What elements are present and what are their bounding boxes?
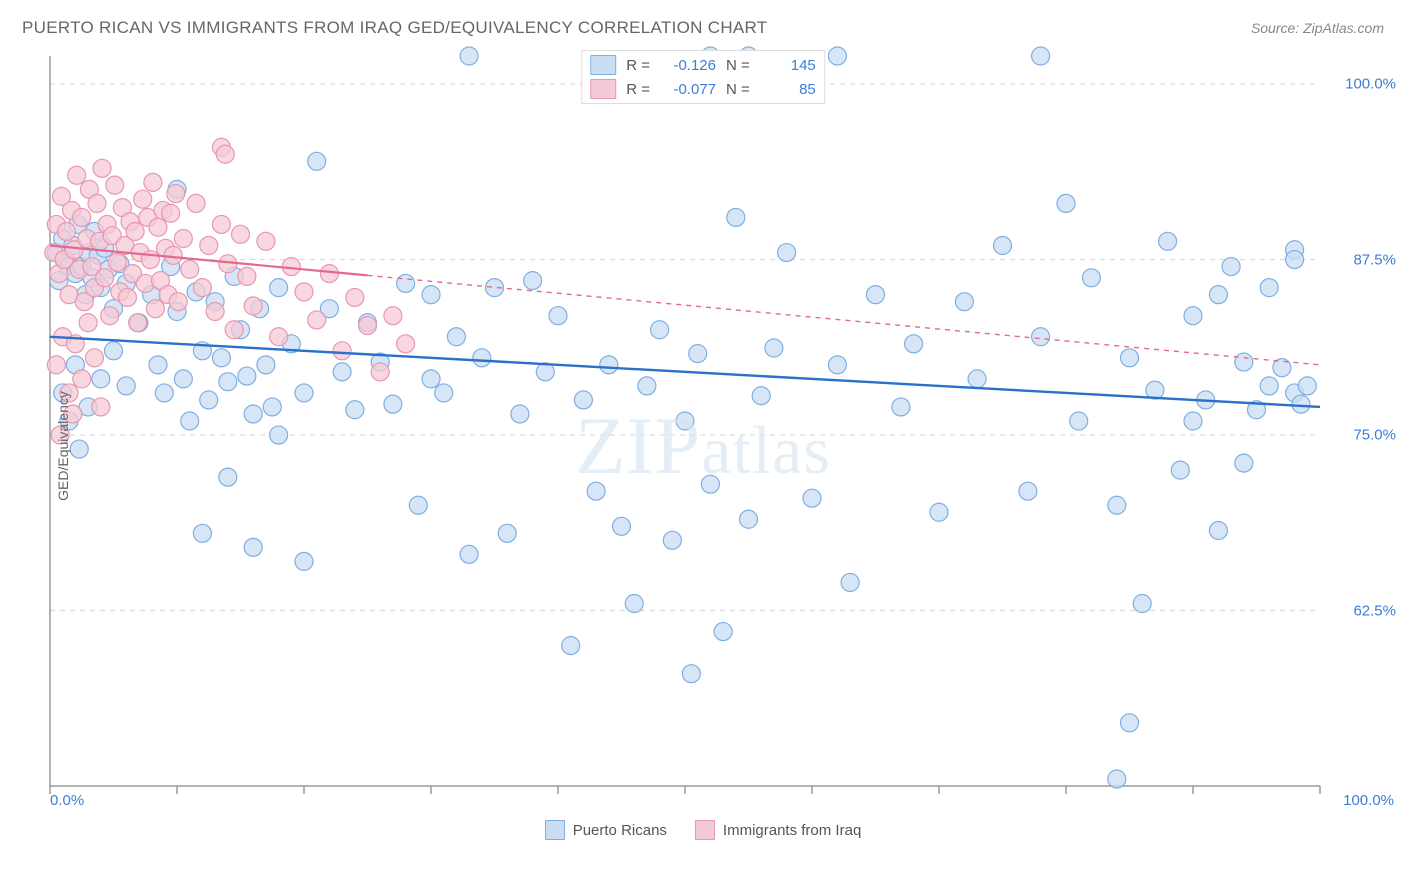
r-value-0: -0.126 (660, 57, 716, 74)
y-tick-label: 62.5% (1353, 602, 1396, 619)
n-value-0: 145 (760, 57, 816, 74)
legend-item-1: Immigrants from Iraq (695, 820, 861, 840)
legend-stats-row: R = -0.077 N = 85 (590, 77, 816, 101)
legend-swatch-series-1 (590, 79, 616, 99)
legend-stats: R = -0.126 N = 145 R = -0.077 N = 85 (581, 50, 825, 104)
y-tick-label: 75.0% (1353, 427, 1396, 444)
legend-swatch-series-0 (590, 55, 616, 75)
source-label: Source: ZipAtlas.com (1251, 20, 1384, 36)
chart-container: GED/Equivalency ZIPatlas 62.5%75.0%87.5%… (0, 46, 1406, 846)
legend-swatch-1 (695, 820, 715, 840)
y-axis-label: GED/Equivalency (55, 391, 71, 501)
legend-label-1: Immigrants from Iraq (723, 822, 861, 839)
legend-swatch-0 (545, 820, 565, 840)
legend-label-0: Puerto Ricans (573, 822, 667, 839)
r-value-1: -0.077 (660, 81, 716, 98)
y-tick-label: 100.0% (1345, 76, 1396, 93)
legend-item-0: Puerto Ricans (545, 820, 667, 840)
r-label: R = (626, 57, 650, 74)
n-label: N = (726, 81, 750, 98)
n-label: N = (726, 57, 750, 74)
legend-bottom: Puerto Ricans Immigrants from Iraq (0, 820, 1406, 840)
x-tick-min: 0.0% (50, 792, 84, 809)
n-value-1: 85 (760, 81, 816, 98)
r-label: R = (626, 81, 650, 98)
scatter-chart (0, 46, 1406, 846)
chart-title: PUERTO RICAN VS IMMIGRANTS FROM IRAQ GED… (22, 18, 768, 38)
x-axis-tick-labels: 0.0% 100.0% (0, 792, 1406, 812)
y-tick-label: 87.5% (1353, 251, 1396, 268)
x-tick-max: 100.0% (1343, 792, 1394, 809)
legend-stats-row: R = -0.126 N = 145 (590, 53, 816, 77)
